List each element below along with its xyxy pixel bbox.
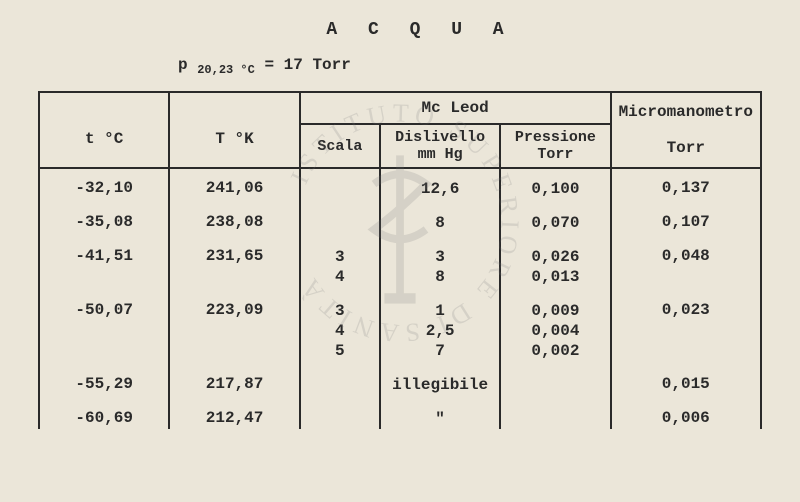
cell-t: -41,51 <box>39 233 169 287</box>
cell-scala <box>300 168 380 199</box>
cell-tk: 212,47 <box>169 395 299 429</box>
cell-pressione: 0,0260,013 <box>500 233 610 287</box>
cell-pressione <box>500 395 610 429</box>
formula-line: p 20,23 °C = 17 Torr <box>178 56 762 77</box>
table-row: -32,10241,06 12,60,1000,137 <box>39 168 761 199</box>
cell-dislivello: 12,6 <box>380 168 500 199</box>
cell-dislivello: 8 <box>380 199 500 233</box>
cell-dislivello: 38 <box>380 233 500 287</box>
cell-pressione: 0,100 <box>500 168 610 199</box>
col-header-scala: Scala <box>300 124 380 168</box>
cell-tk: 217,87 <box>169 361 299 395</box>
cell-t: -50,07 <box>39 287 169 361</box>
cell-dislivello: 12,57 <box>380 287 500 361</box>
cell-micro: 0,048 <box>611 233 761 287</box>
col-header-pressione: PressioneTorr <box>500 124 610 168</box>
cell-micro: 0,015 <box>611 361 761 395</box>
formula-subscript: 20,23 °C <box>197 63 255 77</box>
table-row: -35,08238,08 80,0700,107 <box>39 199 761 233</box>
cell-micro: 0,107 <box>611 199 761 233</box>
cell-scala: 34 <box>300 233 380 287</box>
cell-t: -60,69 <box>39 395 169 429</box>
cell-scala <box>300 199 380 233</box>
col-header-micromanometro: MicromanometroTorr <box>611 92 761 168</box>
page-title: A C Q U A <box>78 20 762 40</box>
cell-scala <box>300 361 380 395</box>
table-row: -41,51231,6534380,0260,0130,048 <box>39 233 761 287</box>
table-row: -55,29217,87 illegibile 0,015 <box>39 361 761 395</box>
cell-micro: 0,137 <box>611 168 761 199</box>
cell-scala <box>300 395 380 429</box>
cell-dislivello: " <box>380 395 500 429</box>
cell-micro: 0,023 <box>611 287 761 361</box>
col-header-dislivello: Dislivellomm Hg <box>380 124 500 168</box>
cell-tk: 241,06 <box>169 168 299 199</box>
cell-micro: 0,006 <box>611 395 761 429</box>
col-header-tk: T °K <box>169 92 299 168</box>
cell-pressione: 0,070 <box>500 199 610 233</box>
cell-dislivello: illegibile <box>380 361 500 395</box>
formula-rhs: = 17 Torr <box>264 56 350 74</box>
col-header-mcleod: Mc Leod <box>300 92 611 124</box>
formula-prefix: p <box>178 56 188 74</box>
cell-scala: 345 <box>300 287 380 361</box>
data-table: t °C T °K Mc Leod MicromanometroTorr Sca… <box>38 91 762 429</box>
cell-tk: 223,09 <box>169 287 299 361</box>
cell-pressione: 0,0090,0040,002 <box>500 287 610 361</box>
cell-t: -32,10 <box>39 168 169 199</box>
cell-pressione <box>500 361 610 395</box>
col-header-t: t °C <box>39 92 169 168</box>
table-row: -50,07223,0934512,570,0090,0040,0020,023 <box>39 287 761 361</box>
cell-t: -35,08 <box>39 199 169 233</box>
cell-t: -55,29 <box>39 361 169 395</box>
table-row: -60,69212,47 " 0,006 <box>39 395 761 429</box>
cell-tk: 231,65 <box>169 233 299 287</box>
cell-tk: 238,08 <box>169 199 299 233</box>
